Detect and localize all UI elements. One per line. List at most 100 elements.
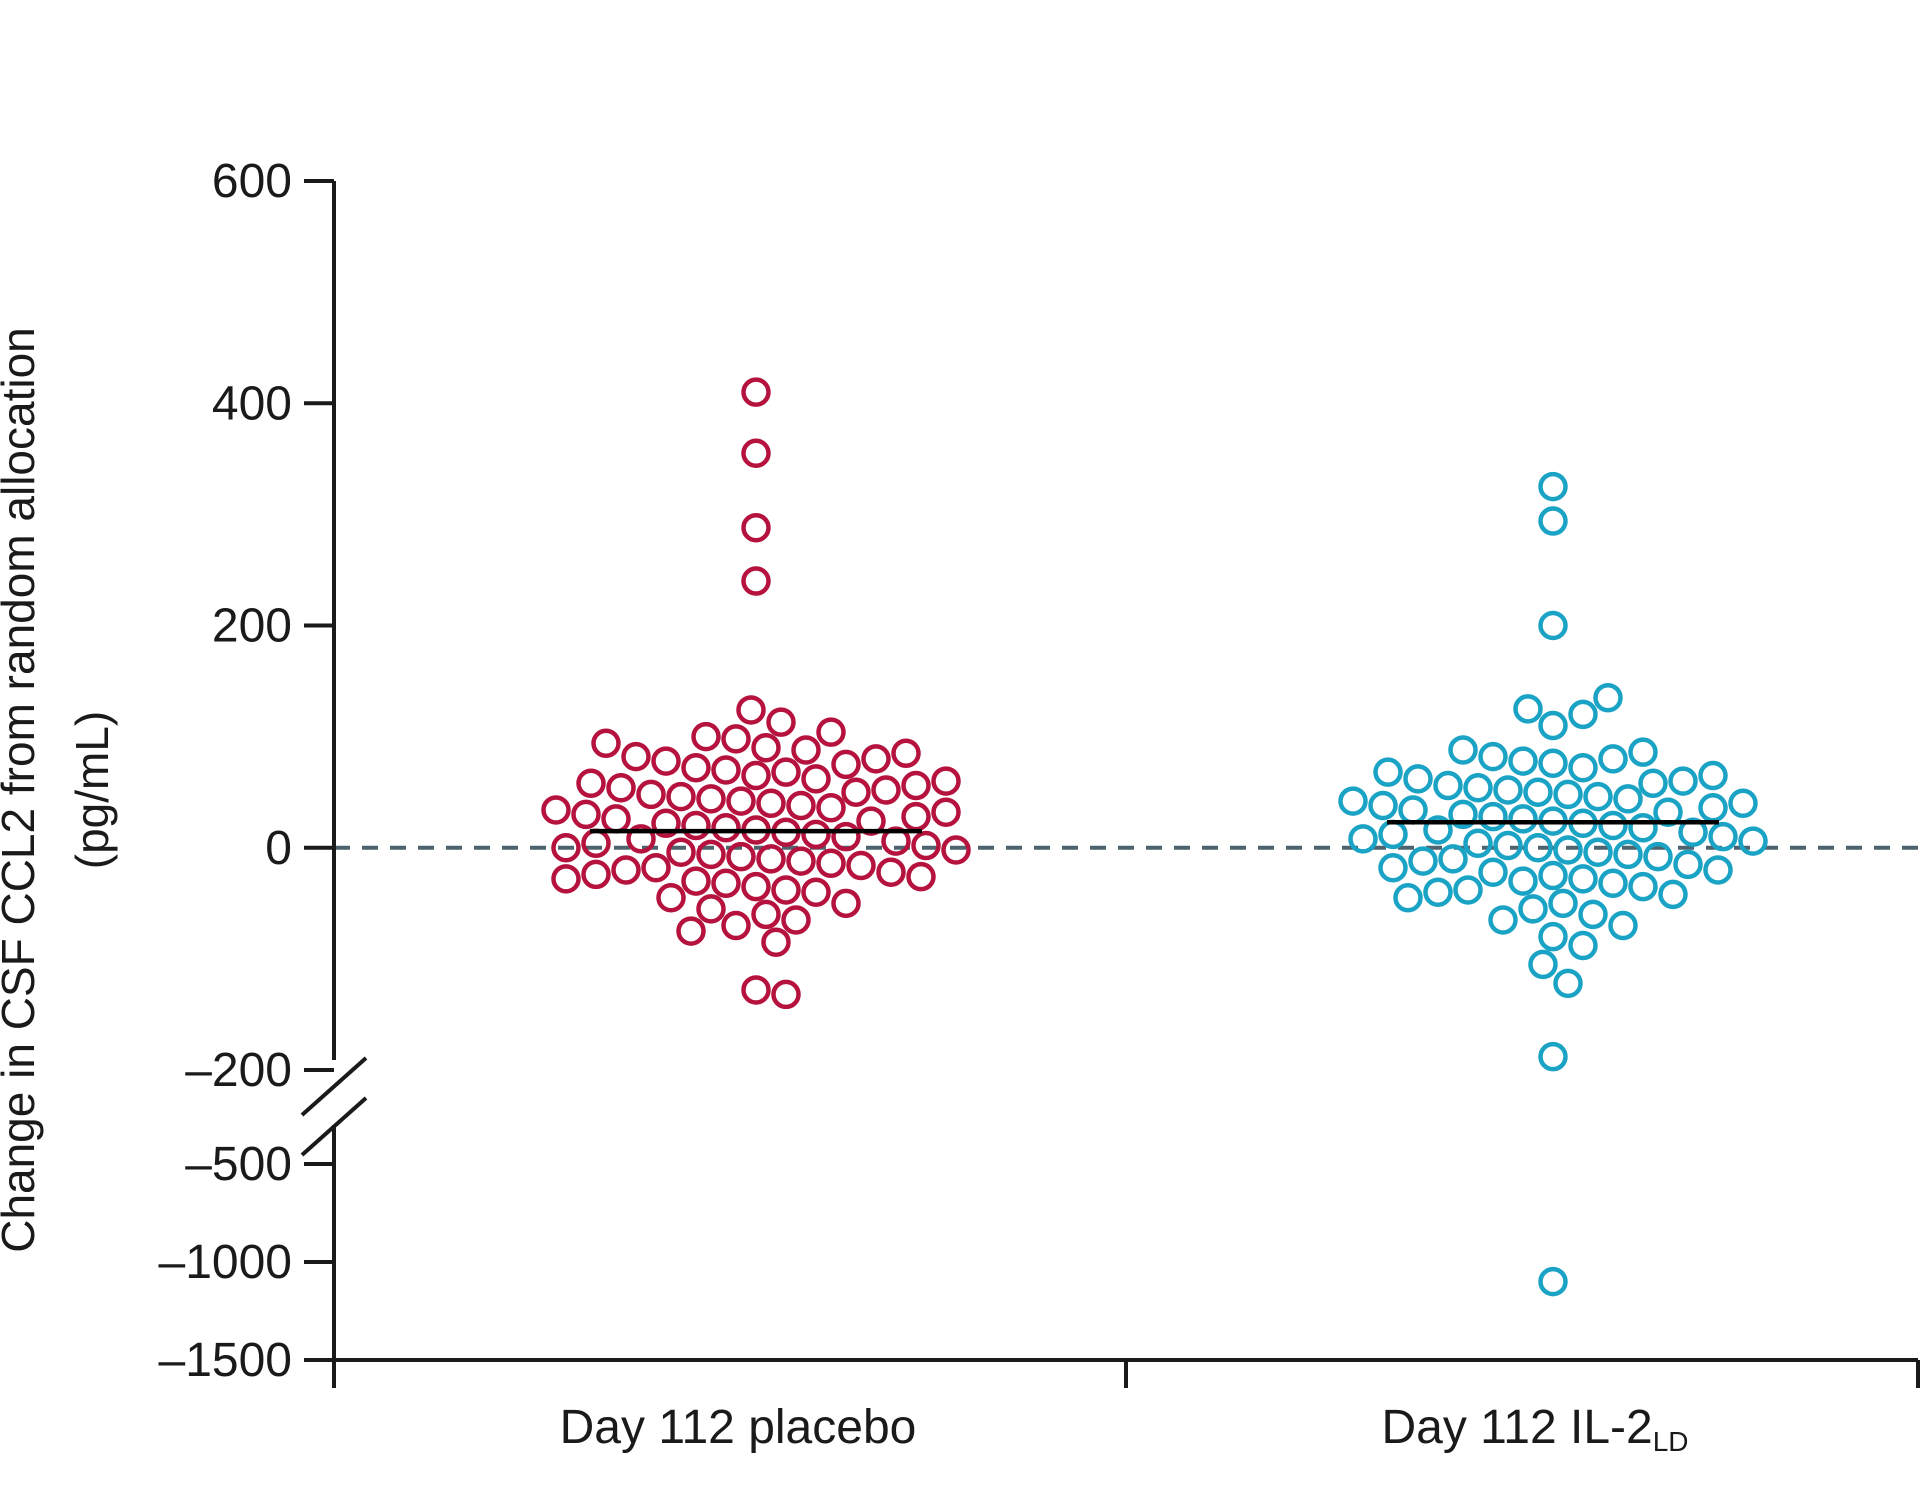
data-point <box>801 764 831 794</box>
data-point <box>1348 824 1378 854</box>
data-point <box>1423 815 1453 845</box>
data-point <box>1523 777 1553 807</box>
data-point <box>1538 1041 1568 1072</box>
x-category-subscript: LD <box>1653 1426 1689 1457</box>
data-point <box>1398 795 1428 825</box>
data-point <box>1478 741 1508 772</box>
y-tick-label: 200 <box>212 600 292 653</box>
data-point <box>721 724 751 754</box>
data-point <box>1598 868 1628 899</box>
data-point <box>1548 888 1578 919</box>
data-point <box>571 799 601 830</box>
data-point <box>1403 764 1433 794</box>
data-point <box>1538 506 1568 536</box>
data-point <box>1698 760 1728 791</box>
data-point <box>1578 899 1608 930</box>
median-layer <box>590 819 1719 834</box>
data-point <box>1493 775 1523 805</box>
data-point <box>1738 826 1768 856</box>
data-point <box>1538 921 1568 952</box>
data-point <box>741 438 771 469</box>
data-point <box>1463 772 1493 803</box>
data-point <box>881 826 911 856</box>
data-point <box>846 850 876 881</box>
data-point <box>681 866 711 896</box>
data-point <box>816 717 846 747</box>
data-point <box>696 839 726 870</box>
data-point <box>771 979 801 1010</box>
data-point <box>931 797 961 827</box>
data-point <box>741 975 771 1005</box>
data-point <box>656 883 686 913</box>
axis-break-mark <box>300 1056 368 1117</box>
data-point <box>856 806 886 836</box>
y-axis-title-unit: (pg/mL) <box>66 711 118 869</box>
data-point <box>551 833 581 863</box>
axis-break-mark <box>300 1096 368 1157</box>
data-point <box>741 377 771 407</box>
data-point <box>931 766 961 796</box>
data-point <box>1408 846 1438 876</box>
data-point <box>641 853 671 883</box>
data-point <box>711 812 741 843</box>
data-point <box>911 830 941 861</box>
data-point <box>1628 737 1658 767</box>
y-axis-title: Change in CSF CCL2 from random allocatio… <box>0 327 44 1253</box>
data-point <box>676 916 706 946</box>
data-point <box>876 857 906 887</box>
data-point <box>1438 844 1468 874</box>
data-point <box>691 721 721 752</box>
data-point <box>551 864 581 894</box>
data-point <box>1538 710 1568 741</box>
data-point <box>726 786 756 816</box>
data-point <box>1508 746 1538 776</box>
data-point <box>591 728 621 759</box>
label-layer: Change in CSF CCL2 from random allocatio… <box>0 327 1689 1457</box>
data-point <box>1628 812 1658 843</box>
data-point <box>1463 828 1493 859</box>
data-point <box>1568 752 1598 783</box>
data-point <box>816 792 846 823</box>
data-point <box>736 695 766 725</box>
data-point <box>1488 905 1518 935</box>
data-point <box>1598 744 1628 774</box>
data-point <box>651 746 681 776</box>
data-point <box>1538 1266 1568 1297</box>
data-point <box>601 804 631 834</box>
data-point <box>761 927 791 957</box>
data-point <box>1593 682 1623 713</box>
y-tick-label: –1000 <box>159 1236 292 1289</box>
data-point <box>696 784 726 814</box>
data-point <box>1668 766 1698 796</box>
data-point <box>621 741 651 772</box>
data-point <box>841 777 871 807</box>
data-point <box>791 735 821 765</box>
data-point <box>1378 853 1408 883</box>
y-tick-label: 400 <box>212 377 292 430</box>
data-point <box>1523 833 1553 863</box>
data-point <box>1448 735 1478 765</box>
data-point <box>1583 837 1613 867</box>
data-point <box>1608 910 1638 941</box>
data-point <box>711 868 741 899</box>
data-point <box>1673 849 1703 880</box>
data-point <box>1513 694 1543 724</box>
data-point <box>741 871 771 902</box>
data-point <box>786 790 816 821</box>
data-point <box>1393 883 1423 913</box>
data-point <box>1453 875 1483 905</box>
x-category-label: Day 112 placebo <box>560 1401 917 1454</box>
y-tick-label: 0 <box>265 822 292 875</box>
data-point <box>1553 779 1583 810</box>
data-point <box>1653 797 1683 827</box>
data-point <box>741 566 771 596</box>
data-point <box>541 795 571 825</box>
data-point <box>1643 841 1673 872</box>
data-point <box>1568 864 1598 894</box>
data-point <box>771 757 801 787</box>
data-point <box>1518 894 1548 924</box>
data-point <box>741 760 771 791</box>
data-point <box>1493 830 1523 861</box>
data-point <box>741 512 771 543</box>
data-point <box>831 888 861 919</box>
